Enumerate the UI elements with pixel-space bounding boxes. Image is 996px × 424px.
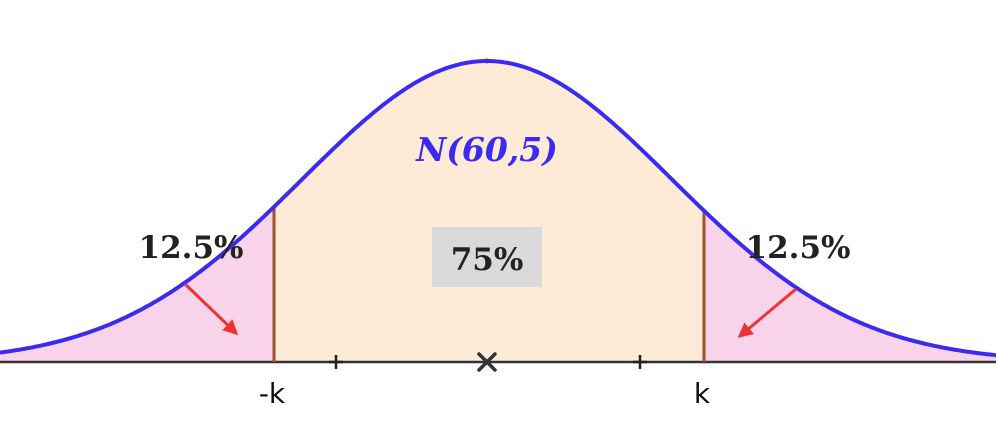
middle-label-background <box>432 227 542 287</box>
middle-percent-label: 75% <box>451 242 524 278</box>
normal-curve <box>0 59 996 358</box>
right-tail-arrow <box>737 287 797 338</box>
left-k-label: -k <box>259 377 286 410</box>
cross-icon <box>477 352 497 372</box>
right-tail-percent-label: 12.5% <box>746 230 851 266</box>
right-tail-region <box>704 210 996 362</box>
left-tail-percent-label: 12.5% <box>139 230 244 266</box>
left-tail-region <box>0 206 274 362</box>
middle-region <box>274 61 704 362</box>
distribution-label: N(60,5) <box>415 130 558 169</box>
right-k-label: k <box>694 377 711 410</box>
left-tail-arrow <box>183 282 239 336</box>
curve-peak-point <box>484 58 490 64</box>
